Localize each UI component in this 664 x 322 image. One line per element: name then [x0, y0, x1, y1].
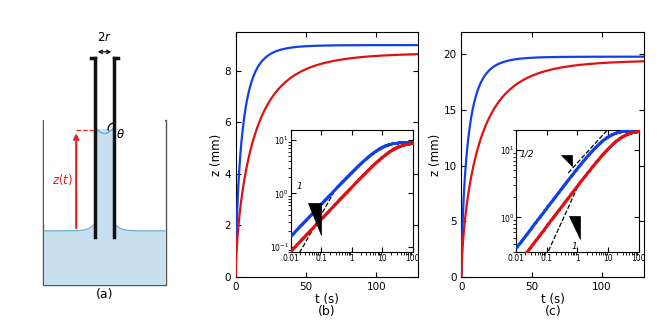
Text: (a): (a) — [96, 288, 114, 301]
Bar — [96, 57, 114, 129]
Y-axis label: z (mm): z (mm) — [429, 133, 442, 176]
Text: (c): (c) — [544, 305, 561, 318]
Text: $z(t)$: $z(t)$ — [52, 172, 72, 187]
Bar — [44, 231, 165, 285]
Bar — [114, 52, 165, 224]
X-axis label: t (s): t (s) — [315, 293, 339, 306]
Text: $\theta$: $\theta$ — [116, 128, 125, 141]
Bar — [44, 52, 95, 224]
Text: (b): (b) — [318, 305, 336, 318]
Y-axis label: z (mm): z (mm) — [210, 133, 223, 176]
Bar — [96, 128, 114, 237]
Bar — [43, 119, 166, 285]
Text: $2r$: $2r$ — [97, 31, 112, 44]
X-axis label: t (s): t (s) — [541, 293, 564, 306]
